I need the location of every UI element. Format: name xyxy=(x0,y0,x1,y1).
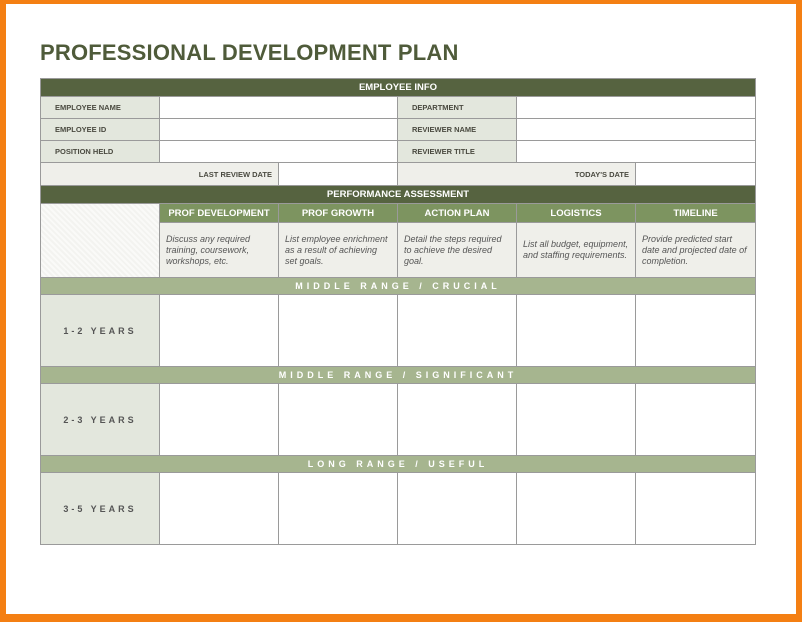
reviewer-title-label: REVIEWER TITLE xyxy=(397,140,517,163)
entry-cell[interactable] xyxy=(516,472,636,545)
entry-cell[interactable] xyxy=(635,472,756,545)
range-band: MIDDLE RANGE / CRUCIAL xyxy=(40,277,756,295)
position-held-label: POSITION HELD xyxy=(40,140,160,163)
corner-cell xyxy=(40,203,160,278)
entry-cell[interactable] xyxy=(278,472,398,545)
entry-cell[interactable] xyxy=(278,383,398,456)
employee-id-label: EMPLOYEE ID xyxy=(40,118,160,141)
page-title: PROFESSIONAL DEVELOPMENT PLAN xyxy=(40,40,459,65)
entry-cell[interactable] xyxy=(397,383,517,456)
range-band: LONG RANGE / USEFUL xyxy=(40,455,756,473)
reviewer-name-label: REVIEWER NAME xyxy=(397,118,517,141)
column-header-prof-growth: PROF GROWTH xyxy=(278,203,398,223)
position-held-field[interactable] xyxy=(159,140,398,163)
column-header-prof-development: PROF DEVELOPMENT xyxy=(159,203,279,223)
column-header-timeline: TIMELINE xyxy=(635,203,756,223)
column-description: Discuss any required training, coursewor… xyxy=(159,222,279,278)
entry-cell[interactable] xyxy=(159,383,279,456)
range-band: MIDDLE RANGE / SIGNIFICANT xyxy=(40,366,756,384)
employee-name-field[interactable] xyxy=(159,96,398,119)
entry-cell[interactable] xyxy=(516,383,636,456)
column-header-action-plan: ACTION PLAN xyxy=(397,203,517,223)
department-field[interactable] xyxy=(516,96,756,119)
entry-cell[interactable] xyxy=(397,472,517,545)
department-label: DEPARTMENT xyxy=(397,96,517,119)
years-label: 3-5 YEARS xyxy=(40,472,160,545)
entry-cell[interactable] xyxy=(397,294,517,367)
column-description: List all budget, equipment, and staffing… xyxy=(516,222,636,278)
years-label: 1-2 YEARS xyxy=(40,294,160,367)
entry-cell[interactable] xyxy=(159,472,279,545)
entry-cell[interactable] xyxy=(278,294,398,367)
todays-date-label: TODAY'S DATE xyxy=(397,162,636,186)
reviewer-title-field[interactable] xyxy=(516,140,756,163)
entry-cell[interactable] xyxy=(635,294,756,367)
employee-info-header: EMPLOYEE INFO xyxy=(40,78,756,97)
last-review-date-label: LAST REVIEW DATE xyxy=(40,162,279,186)
entry-cell[interactable] xyxy=(635,383,756,456)
todays-date-field[interactable] xyxy=(635,162,756,186)
reviewer-name-field[interactable] xyxy=(516,118,756,141)
column-header-logistics: LOGISTICS xyxy=(516,203,636,223)
column-description: Provide predicted start date and project… xyxy=(635,222,756,278)
column-description: List employee enrichment as a result of … xyxy=(278,222,398,278)
column-description: Detail the steps required to achieve the… xyxy=(397,222,517,278)
development-plan-table: EMPLOYEE INFO EMPLOYEE NAME DEPARTMENT EM… xyxy=(40,78,756,545)
entry-cell[interactable] xyxy=(516,294,636,367)
entry-cell[interactable] xyxy=(159,294,279,367)
last-review-date-field[interactable] xyxy=(278,162,398,186)
years-label: 2-3 YEARS xyxy=(40,383,160,456)
employee-name-label: EMPLOYEE NAME xyxy=(40,96,160,119)
performance-assessment-header: PERFORMANCE ASSESSMENT xyxy=(40,185,756,204)
employee-id-field[interactable] xyxy=(159,118,398,141)
